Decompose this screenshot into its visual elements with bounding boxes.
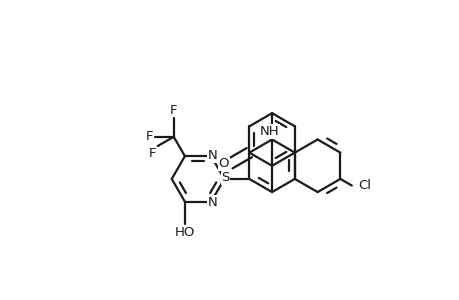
Text: Cl: Cl [357, 179, 370, 192]
Text: N: N [207, 196, 217, 209]
Text: F: F [146, 130, 153, 143]
Text: S: S [221, 171, 230, 184]
Text: N: N [207, 149, 217, 162]
Text: NH: NH [260, 125, 279, 138]
Text: O: O [218, 157, 229, 170]
Text: F: F [149, 147, 156, 161]
Text: HO: HO [174, 226, 195, 239]
Text: F: F [170, 103, 177, 117]
